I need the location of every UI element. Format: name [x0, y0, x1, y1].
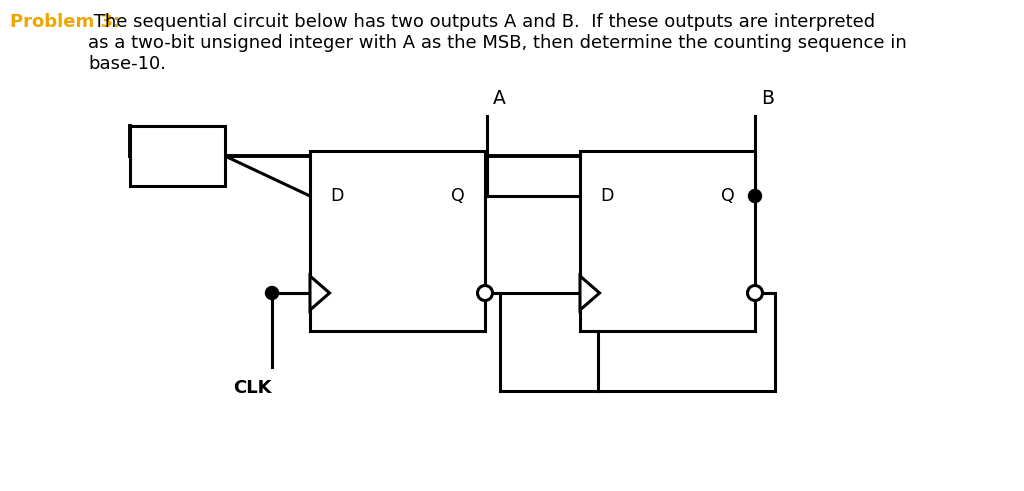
Text: D: D: [330, 187, 343, 205]
Circle shape: [477, 285, 493, 300]
Text: Q: Q: [452, 187, 465, 205]
Circle shape: [265, 287, 279, 300]
Circle shape: [748, 285, 763, 300]
Text: The sequential circuit below has two outputs A and B.  If these outputs are inte: The sequential circuit below has two out…: [88, 13, 906, 73]
Polygon shape: [310, 276, 330, 310]
Circle shape: [749, 190, 762, 202]
Text: A: A: [493, 89, 506, 108]
Text: Q: Q: [721, 187, 735, 205]
Text: CLK: CLK: [232, 379, 271, 397]
Bar: [310, 151, 485, 331]
Polygon shape: [580, 276, 599, 310]
Text: D: D: [600, 187, 613, 205]
Bar: [580, 151, 755, 331]
Text: Problem 3:: Problem 3:: [10, 13, 120, 31]
Text: B: B: [761, 89, 774, 108]
Bar: [130, 126, 225, 186]
